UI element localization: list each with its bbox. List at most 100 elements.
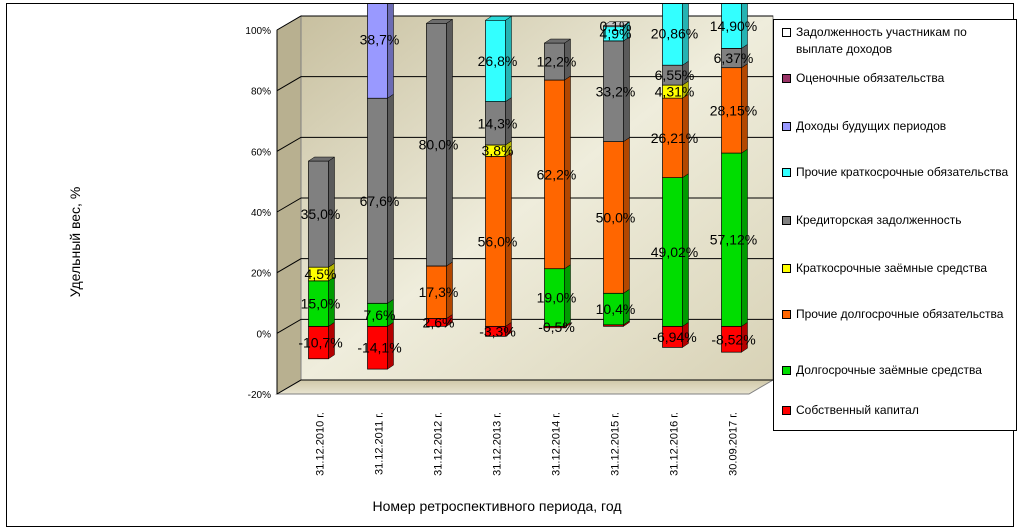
bar-segment: [543, 38, 572, 81]
bar-segment: [602, 21, 631, 28]
legend-label: Краткосрочные заёмные средства: [796, 261, 988, 275]
y-tick-label: 80%: [251, 87, 271, 98]
data-label: 4,9%: [600, 25, 632, 41]
legend-label: Собственный капитал: [796, 403, 919, 417]
legend-swatch: [782, 406, 791, 415]
x-tick-label: 31.12.2014 г.: [550, 412, 562, 476]
data-label: 28,15%: [710, 102, 757, 118]
floor: [275, 379, 775, 395]
legend-label: Доходы будущих периодов: [796, 119, 947, 133]
data-label: 6,37%: [714, 50, 754, 66]
data-label: 14,90%: [710, 18, 757, 34]
data-label: -3,3%: [479, 323, 516, 339]
legend-item: Оценочные обязательства: [782, 70, 1012, 87]
y-tick-label: 20%: [251, 269, 271, 280]
data-label: 19,0%: [537, 290, 577, 306]
bar-segment: [484, 15, 513, 103]
x-tick-label: 31.12.2011 г.: [373, 412, 385, 475]
y-tick-label: -20%: [248, 390, 271, 401]
legend-label: Прочие долгосрочные обязательства: [796, 307, 1004, 321]
chart-frame: -20% 0% 20% 40% 60% 80% 100% -10,7% 15,0% 4,5% 35…: [6, 3, 1017, 527]
gridline: [276, 15, 773, 31]
bar-top: [543, 38, 572, 44]
bar-segment: [307, 156, 336, 268]
legend-label: Прочие краткосрочные обязательства: [796, 165, 1009, 179]
legend-label: Оценочные обязательства: [796, 71, 945, 85]
data-label: 4,5%: [305, 266, 337, 282]
data-label: 20,86%: [651, 26, 698, 42]
bar-top: [602, 21, 631, 26]
legend-item: Доходы будущих периодов: [782, 118, 1012, 135]
legend-swatch: [782, 28, 791, 37]
legend-swatch: [782, 216, 791, 225]
bar-segment: [662, 4, 689, 66]
bar-face: [367, 4, 388, 99]
data-label: 6,55%: [655, 67, 695, 83]
x-tick-label: 31.12.2016 г.: [668, 412, 680, 476]
x-tick-label: 31.12.2013 г.: [491, 412, 503, 476]
legend-item: Задолженность участникам по выплате дохо…: [782, 24, 1012, 58]
legend-swatch: [782, 122, 791, 131]
data-label: -6,94%: [652, 329, 696, 345]
legend-item: Краткосрочные заёмные средства: [782, 260, 1012, 277]
bar-side: [741, 4, 748, 49]
data-label: 38,7%: [360, 32, 400, 48]
chart-legend: Задолженность участникам по выплате дохо…: [773, 19, 1017, 431]
x-tick-label: 31.12.2010 г.: [314, 412, 326, 476]
legend-swatch: [782, 310, 791, 319]
x-tick-label: 30.09.2017 г.: [727, 412, 739, 476]
data-label: 35,0%: [301, 206, 341, 222]
y-tick-label: 0%: [257, 329, 272, 340]
x-tick-label: 31.12.2015 г.: [609, 412, 621, 476]
x-tick-label: 31.12.2012 г.: [432, 412, 444, 476]
data-label: 2,6%: [423, 314, 455, 330]
data-label: 56,0%: [478, 233, 518, 249]
data-label: 17,3%: [419, 284, 459, 300]
data-label: 67,6%: [360, 193, 400, 209]
gridline: [276, 379, 773, 395]
bar-segment: [721, 4, 748, 49]
bar-segment: [720, 63, 749, 154]
bar-side: [387, 4, 394, 99]
bar-segment: [543, 264, 572, 327]
data-label: 50,0%: [596, 209, 636, 225]
bar-top: [307, 156, 336, 162]
y-tick-label: 100%: [245, 26, 271, 37]
legend-item: Собственный капитал: [782, 402, 1012, 419]
data-label: 49,02%: [651, 244, 698, 260]
bar-top: [484, 16, 513, 21]
y-tick-label: 40%: [251, 208, 271, 219]
legend-label: Долгосрочные заёмные средства: [796, 363, 982, 377]
data-label: 57,12%: [710, 232, 757, 248]
data-label: 7,6%: [364, 307, 396, 323]
data-label: -8,52%: [711, 331, 755, 347]
bar-side: [682, 4, 689, 66]
legend-item: Прочие долгосрочные обязательства: [782, 306, 1012, 323]
legend-swatch: [782, 168, 791, 177]
y-tick-label: 60%: [251, 147, 271, 158]
legend-label: Задолженность участникам по выплате дохо…: [796, 25, 967, 56]
data-label: 62,2%: [537, 166, 577, 182]
data-label: 15,0%: [301, 296, 341, 312]
legend-swatch: [782, 264, 791, 273]
x-axis-label: Номер ретроспективного периода, год: [372, 498, 622, 514]
data-label: 3,8%: [482, 143, 514, 159]
legend-item: Долгосрочные заёмные средства: [782, 362, 1012, 379]
legend-item: Прочие краткосрочные обязательства: [782, 164, 1012, 181]
bar-segment: [367, 4, 394, 99]
data-label: -14,1%: [357, 340, 401, 356]
legend-swatch: [782, 74, 791, 83]
legend-label: Кредиторская задолженность: [796, 213, 962, 227]
y-axis-label: Удельный вес, %: [67, 186, 83, 298]
bar-top: [425, 19, 454, 24]
data-label: 26,21%: [651, 130, 698, 146]
bar-segment: [425, 18, 454, 267]
chart-svg: -20% 0% 20% 40% 60% 80% 100% -10,7% 15,0% 4,5% 35…: [245, 4, 775, 476]
data-label: 0,1%: [600, 18, 632, 34]
data-label: 10,4%: [596, 301, 636, 317]
data-label: 80,0%: [419, 137, 459, 153]
legend-swatch: [782, 366, 791, 375]
legend-item: Кредиторская задолженность: [782, 212, 1012, 229]
data-label: -10,7%: [298, 335, 342, 351]
data-label: -0,5%: [538, 319, 575, 335]
